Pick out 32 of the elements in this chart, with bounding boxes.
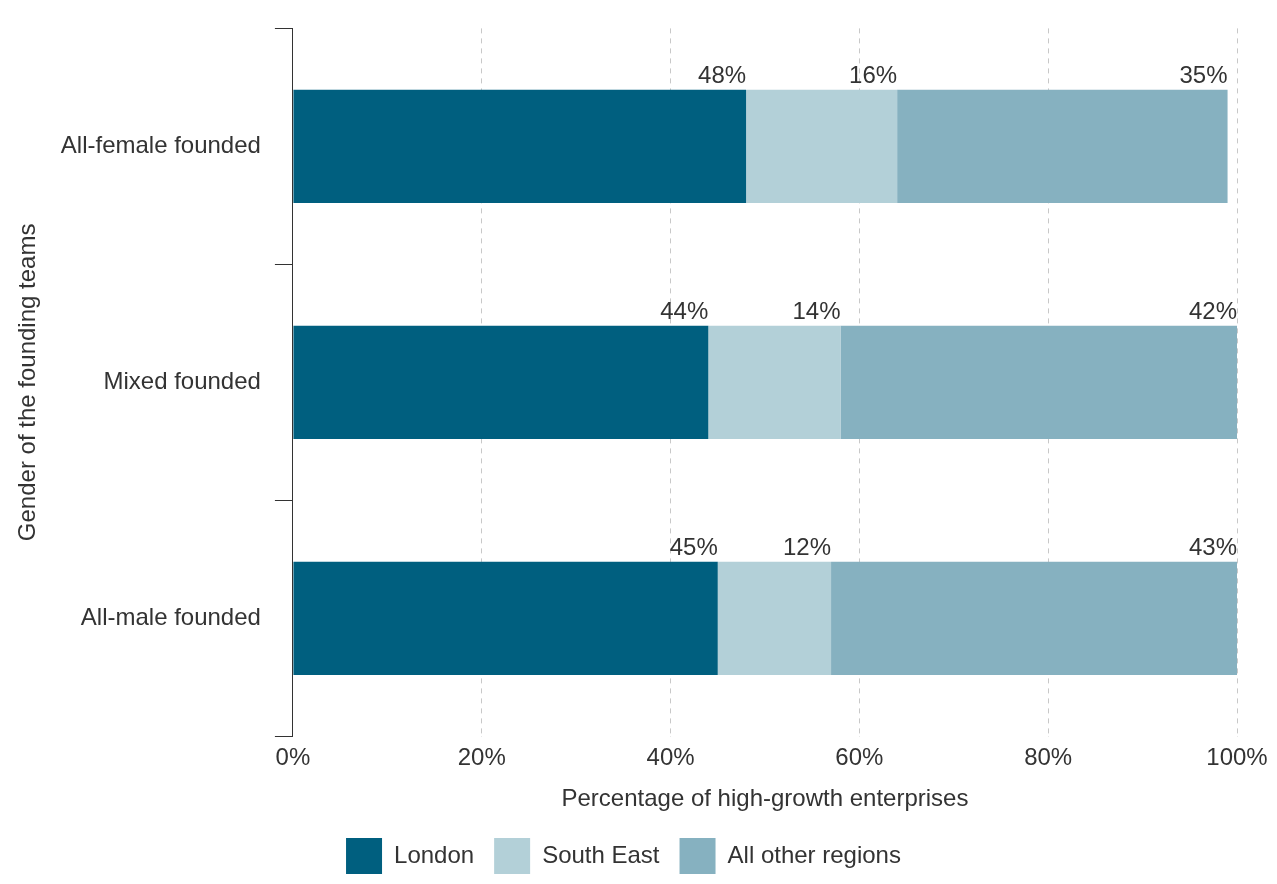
legend-label: South East	[542, 840, 660, 868]
data-label: 48%	[698, 61, 747, 89]
bar	[293, 561, 718, 676]
x-tick-label: 20%	[457, 743, 506, 771]
data-label: 43%	[1188, 533, 1237, 561]
data-label: 44%	[660, 297, 709, 325]
y-tick-label: All-female founded	[60, 131, 261, 159]
data-label: 16%	[849, 61, 898, 89]
x-tick-label: 0%	[275, 743, 311, 771]
x-tick-label: 60%	[835, 743, 884, 771]
data-label: 35%	[1179, 61, 1228, 89]
data-label: 45%	[669, 533, 718, 561]
data-label: 12%	[783, 533, 832, 561]
x-axis-title: Percentage of high-growth enterprises	[561, 784, 969, 812]
bar	[717, 561, 832, 676]
bar	[840, 325, 1237, 440]
x-tick-label: 100%	[1206, 743, 1268, 771]
data-label: 42%	[1188, 297, 1237, 325]
data-label: 14%	[792, 297, 841, 325]
y-tick-label: Mixed founded	[103, 367, 261, 395]
y-axis-title: Gender of the founding teams	[13, 223, 41, 542]
y-tick-label: All-male founded	[80, 603, 261, 631]
bar	[293, 325, 709, 440]
bar	[708, 325, 841, 440]
bar	[293, 89, 747, 204]
legend-label: All other regions	[727, 840, 901, 868]
bar	[831, 561, 1237, 676]
legend-label: London	[394, 840, 475, 868]
bar	[746, 89, 898, 204]
x-tick-label: 40%	[646, 743, 695, 771]
x-tick-label: 80%	[1024, 743, 1073, 771]
bar	[897, 89, 1228, 204]
